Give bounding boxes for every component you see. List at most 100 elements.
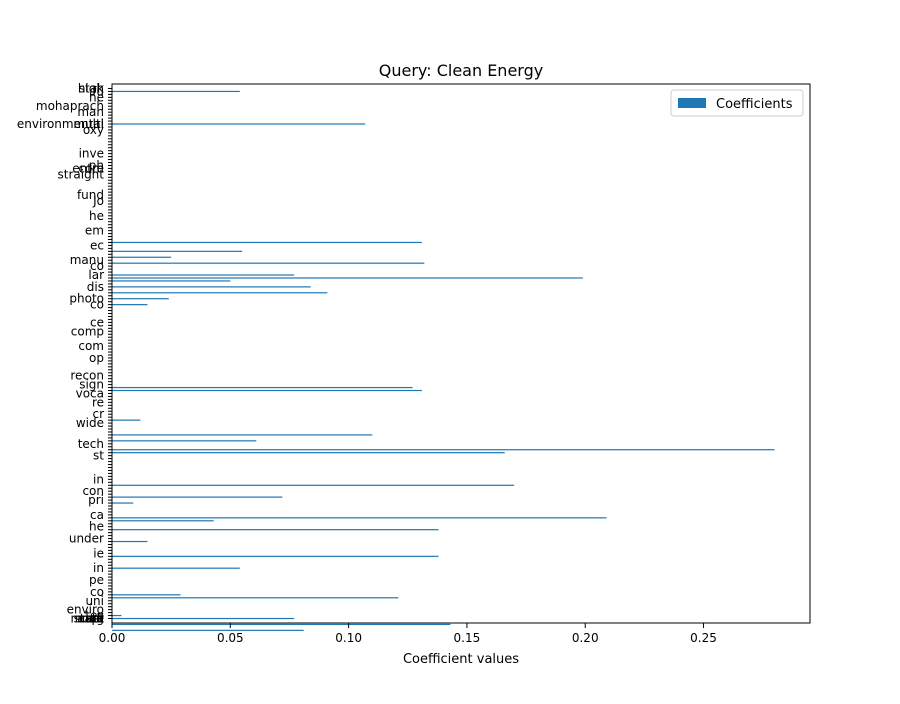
bar: [112, 292, 328, 294]
y-tick-label: he: [89, 520, 104, 534]
y-tick-label: sign: [79, 378, 104, 392]
bar: [112, 304, 148, 306]
x-tick-label: 0.00: [99, 631, 126, 645]
y-tick-label: multi: [73, 117, 104, 131]
y-tick-label: stak: [79, 81, 104, 95]
bar: [112, 280, 231, 282]
bar: [112, 452, 505, 454]
bar: [112, 520, 214, 522]
y-tick-label: manu: [70, 253, 104, 267]
y-tick-label: straight: [57, 167, 104, 181]
y-tick-label: photo: [69, 292, 104, 306]
bar: [112, 496, 283, 498]
y-tick-label: est: [86, 612, 105, 626]
bar: [112, 617, 295, 620]
y-tick-label: he: [89, 209, 104, 223]
y-tick-label: ad: [89, 612, 104, 626]
y-tick-label: Jo: [92, 194, 104, 208]
bar: [112, 298, 169, 300]
y-tick-label: dis: [87, 280, 104, 294]
y-tick-label: su: [90, 612, 104, 626]
bar: [112, 623, 451, 626]
bar: [112, 256, 172, 258]
y-tick-label: com: [78, 339, 104, 353]
y-tick-label: co: [90, 298, 104, 312]
legend: Coefficients: [670, 89, 804, 117]
y-tick-label: fu: [92, 84, 104, 98]
y-tick-label: high: [78, 81, 104, 95]
y-tick-label: com: [78, 161, 104, 175]
y-tick-label: ec: [90, 238, 104, 252]
bar: [112, 386, 413, 389]
bar: [112, 286, 311, 288]
legend-swatch: [678, 98, 706, 108]
bar: [112, 594, 181, 596]
bar: [112, 241, 422, 244]
y-tick-label: pri: [88, 493, 104, 507]
bar: [112, 419, 141, 421]
bar: [112, 629, 304, 631]
x-axis-label: Coefficient values: [403, 652, 519, 667]
y-tick-label: state: [74, 612, 104, 626]
x-tick-label: 0.25: [690, 631, 717, 645]
bar: [112, 250, 243, 252]
bar: [112, 90, 240, 93]
bar: [112, 262, 425, 264]
bar: [112, 389, 422, 392]
y-tick-label: oxy: [83, 123, 104, 137]
y-tick-label: st: [93, 449, 104, 463]
legend-box: [670, 89, 804, 117]
bar: [112, 484, 515, 486]
y-tick-label: fund: [77, 188, 104, 202]
y-tick-label: he: [89, 90, 104, 104]
y-tick-label: entre: [72, 161, 104, 175]
bar: [112, 449, 775, 451]
y-tick-label: environmental: [17, 117, 104, 131]
y-tick-label: inve: [79, 147, 104, 161]
y-tick-label: co: [90, 259, 104, 273]
bar: [112, 529, 439, 531]
x-tick-label: 0.15: [454, 631, 481, 645]
y-tick-label: con: [82, 484, 104, 498]
y-tick-label: di: [93, 612, 104, 626]
plot-frame: [111, 83, 811, 624]
y-tick-label: cr: [92, 407, 104, 421]
x-tick-label: 0.10: [335, 631, 362, 645]
y-tick-label: ph: [89, 158, 104, 172]
y-tick-label: pe: [89, 573, 104, 587]
y-tick-label: tech: [78, 437, 104, 451]
y-tick-label: voca: [76, 386, 104, 400]
y-tick-label: ie: [93, 546, 104, 560]
bar: [112, 517, 607, 519]
y-tick-label: re: [92, 395, 104, 409]
y-tick-label: ca: [90, 508, 104, 522]
y-tick-label: ch: [90, 612, 104, 626]
bar: [112, 614, 122, 617]
y-tick-label: lar: [88, 268, 104, 282]
y-tick-label: enviro: [67, 603, 104, 617]
x-ticks-layer: 0.00 0.05 0.10 0.15 0.20 0.25: [99, 623, 717, 645]
bar: [112, 277, 583, 279]
y-tick-label: ma: [85, 612, 104, 626]
bar: [112, 440, 257, 442]
y-tick-label: op: [89, 351, 104, 365]
y-tick-label: mag: [77, 612, 104, 626]
y-tick-label: wide: [76, 416, 104, 430]
y-tick-label: recon: [70, 369, 104, 383]
y-ticks-layer: [108, 87, 112, 620]
y-tick-label: tec: [85, 609, 104, 623]
bar: [112, 555, 439, 557]
x-tick-label: 0.05: [217, 631, 244, 645]
chart-title: Query: Clean Energy: [379, 61, 543, 80]
y-tick-label: co: [90, 585, 104, 599]
y-tick-label: in: [93, 561, 104, 575]
y-tick-label: uni: [85, 594, 104, 608]
bar: [112, 274, 295, 276]
y-tick-labels-layer: highstakfuhemohaprachmanmultienvironment…: [17, 81, 104, 625]
bar: [112, 502, 134, 504]
y-tick-label: comp: [71, 324, 104, 338]
y-tick-label: pr: [91, 612, 104, 626]
